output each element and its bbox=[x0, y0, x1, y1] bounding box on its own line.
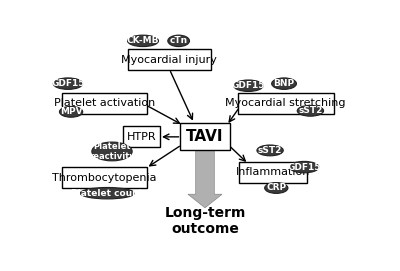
Text: CRP: CRP bbox=[266, 183, 286, 192]
Text: Thrombocytopenia: Thrombocytopenia bbox=[52, 173, 156, 183]
Text: Platelet count: Platelet count bbox=[71, 189, 143, 198]
Ellipse shape bbox=[60, 107, 83, 117]
FancyBboxPatch shape bbox=[239, 162, 307, 183]
Text: sST2: sST2 bbox=[298, 106, 322, 115]
FancyBboxPatch shape bbox=[180, 123, 230, 150]
Polygon shape bbox=[188, 150, 222, 208]
Ellipse shape bbox=[80, 188, 134, 199]
Text: sST2: sST2 bbox=[258, 146, 282, 155]
FancyBboxPatch shape bbox=[123, 126, 160, 147]
Ellipse shape bbox=[290, 161, 319, 173]
FancyBboxPatch shape bbox=[62, 167, 147, 188]
Ellipse shape bbox=[257, 145, 283, 156]
Text: MPV: MPV bbox=[60, 107, 82, 116]
FancyBboxPatch shape bbox=[238, 93, 334, 114]
Text: GDF15: GDF15 bbox=[288, 163, 321, 172]
Ellipse shape bbox=[168, 35, 190, 47]
Text: GDF15: GDF15 bbox=[51, 79, 85, 88]
Text: Myocardial injury: Myocardial injury bbox=[122, 55, 217, 65]
Ellipse shape bbox=[53, 78, 83, 89]
Ellipse shape bbox=[272, 78, 296, 89]
Text: HTPR: HTPR bbox=[127, 132, 156, 142]
FancyBboxPatch shape bbox=[62, 93, 147, 114]
Ellipse shape bbox=[128, 35, 158, 47]
Ellipse shape bbox=[234, 80, 263, 92]
Text: CK-MB: CK-MB bbox=[127, 36, 159, 45]
Text: TAVI: TAVI bbox=[186, 129, 224, 144]
Ellipse shape bbox=[265, 183, 288, 193]
Text: Long-term
outcome: Long-term outcome bbox=[164, 206, 246, 237]
Ellipse shape bbox=[92, 142, 132, 161]
Text: Platelet activation: Platelet activation bbox=[54, 98, 155, 108]
Text: GDF15: GDF15 bbox=[232, 81, 265, 90]
Ellipse shape bbox=[297, 105, 324, 116]
FancyBboxPatch shape bbox=[128, 49, 211, 70]
Text: BNP: BNP bbox=[274, 79, 295, 88]
Text: cTn: cTn bbox=[170, 36, 188, 45]
Text: Platelet
reactivity: Platelet reactivity bbox=[89, 142, 135, 161]
Text: Inflammation: Inflammation bbox=[236, 167, 310, 177]
Text: Myocardial stretching: Myocardial stretching bbox=[225, 98, 346, 108]
